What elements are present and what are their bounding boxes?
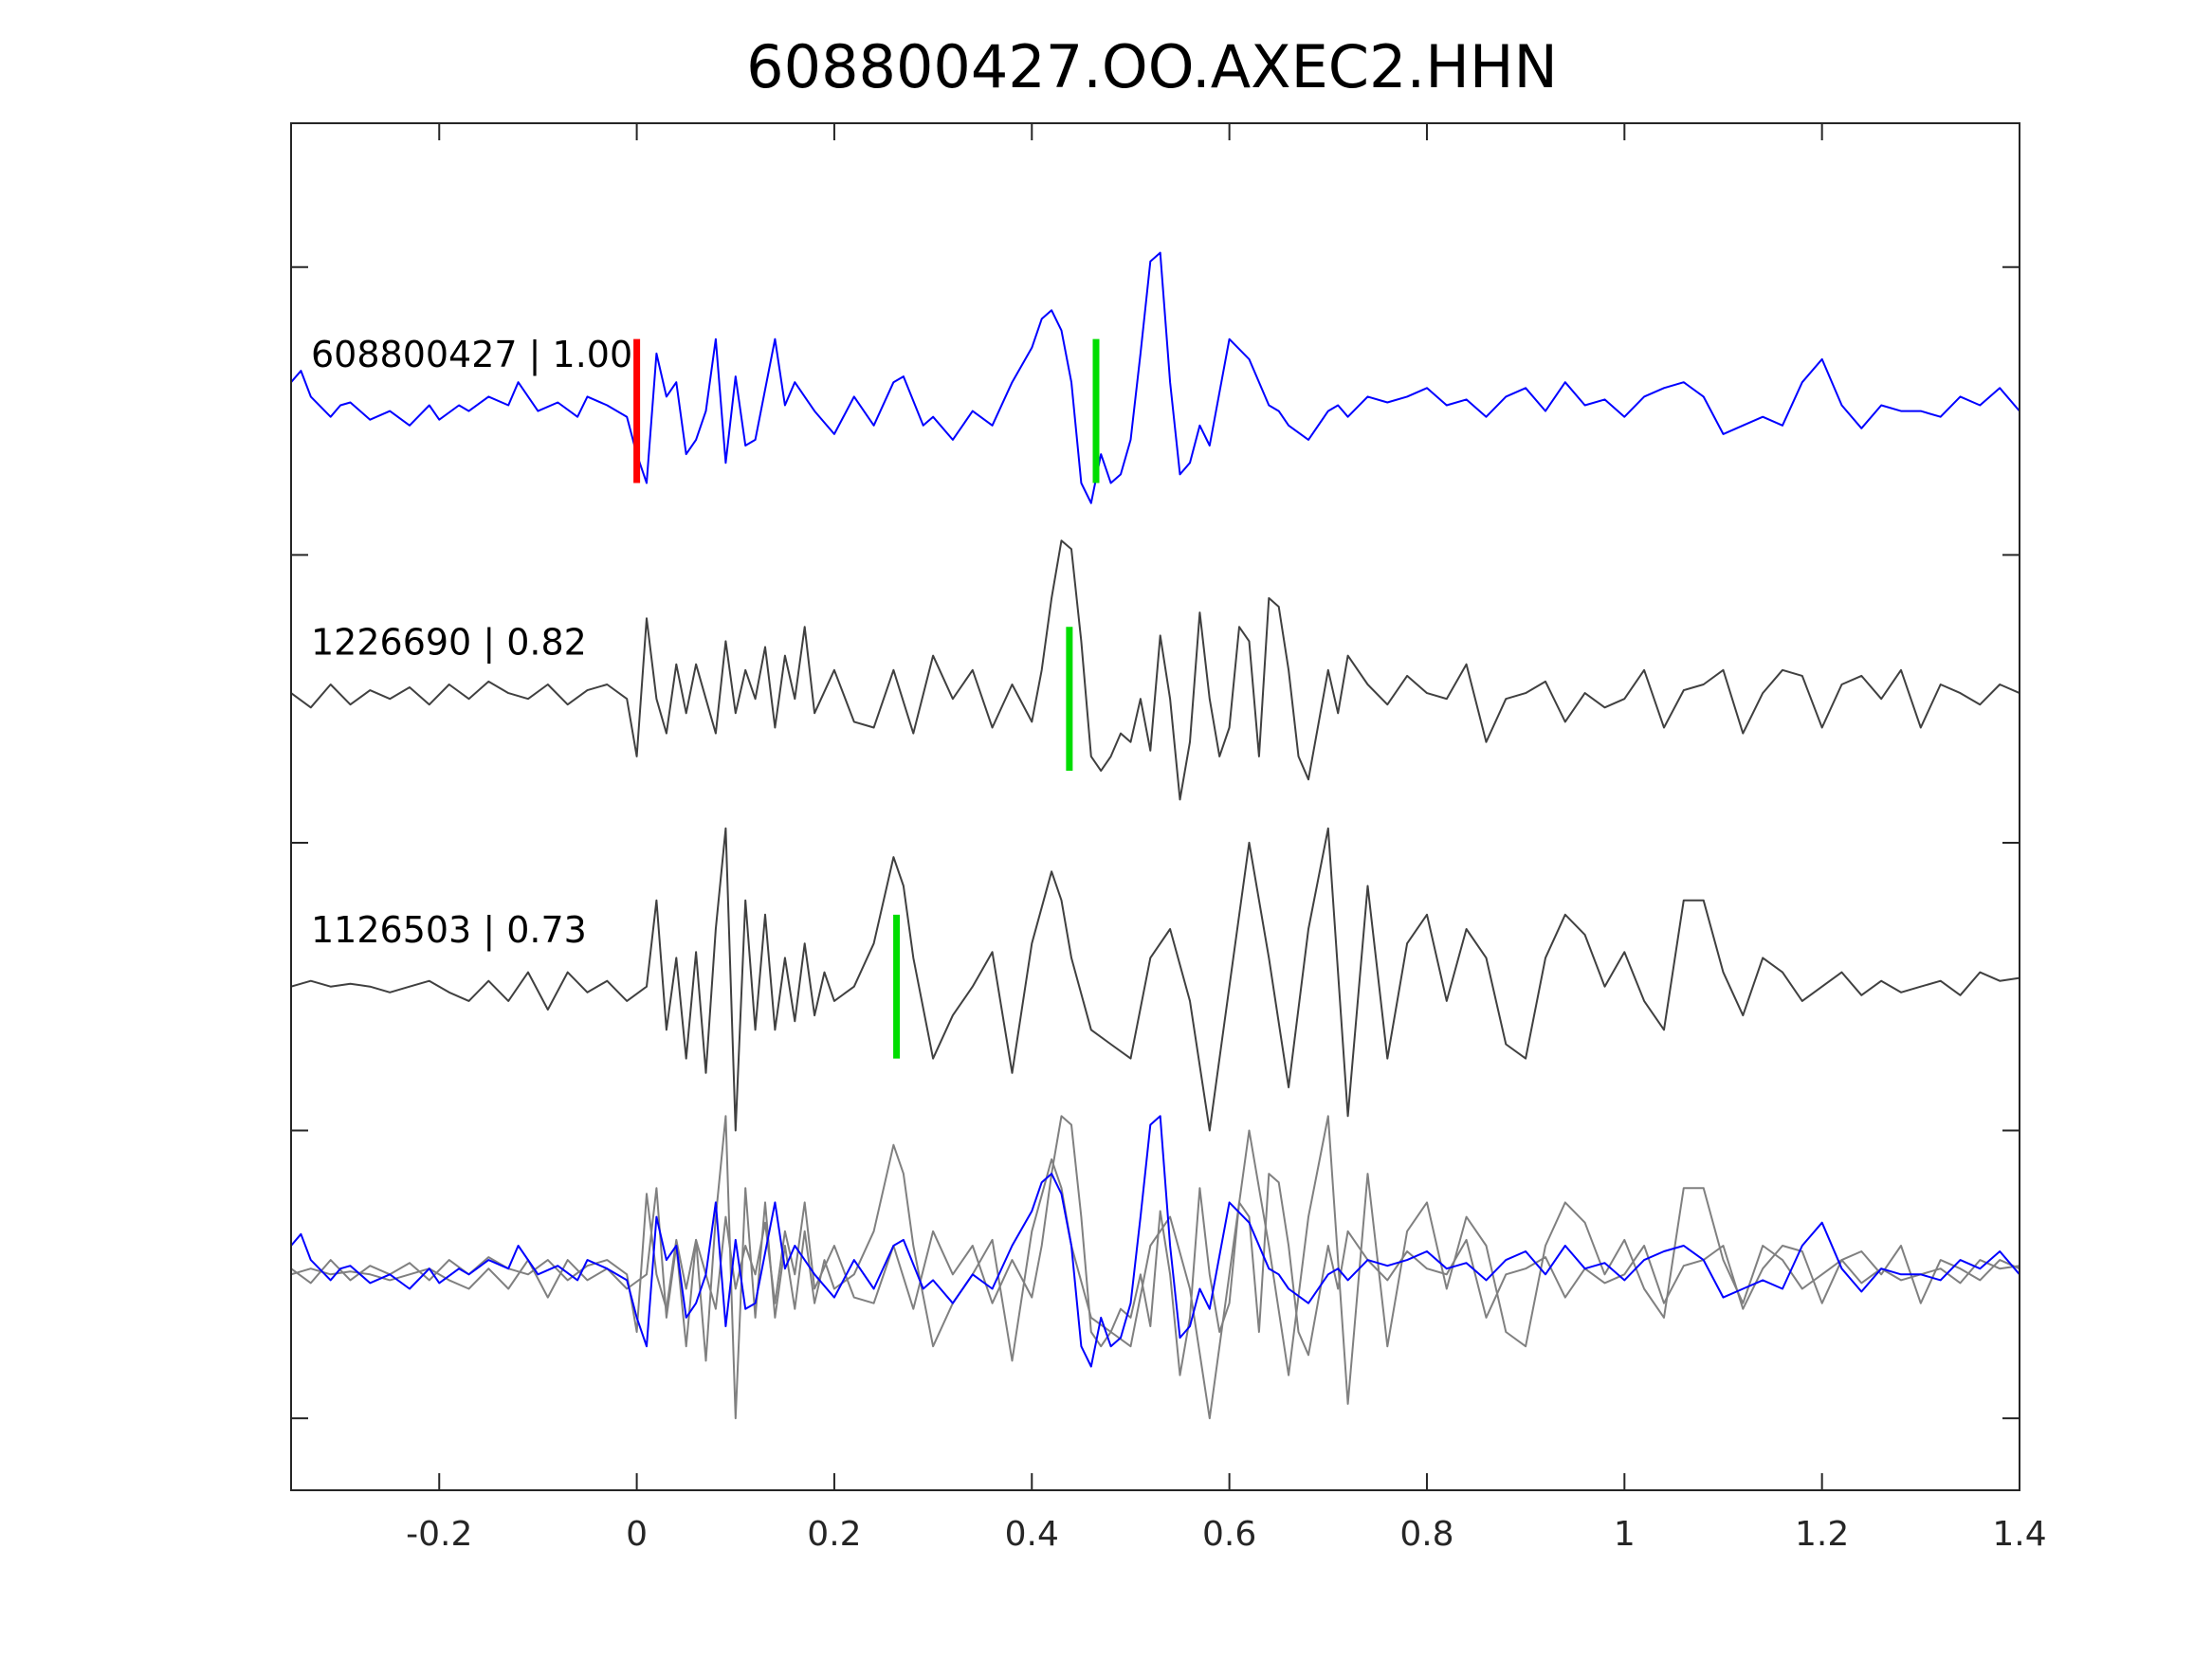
x-tick-label: 0.8 bbox=[1399, 1515, 1453, 1554]
x-tick-label: 1.4 bbox=[1992, 1515, 2046, 1554]
x-axis-ticks: -0.2 0 0.2 0.4 0.6 0.8 1 1.2 1.4 bbox=[406, 123, 2047, 1554]
x-tick-label: 0.2 bbox=[807, 1515, 861, 1554]
overlay-match-line-2 bbox=[290, 1115, 2020, 1420]
x-tick-label: 1 bbox=[1614, 1515, 1636, 1554]
trace-line-1 bbox=[290, 539, 2020, 801]
x-tick-label: 1.2 bbox=[1795, 1515, 1849, 1554]
chart-title: 608800427.OO.AXEC2.HHN bbox=[746, 32, 1558, 101]
overlay-template-line bbox=[290, 1115, 2020, 1368]
axes-box bbox=[290, 122, 2020, 1491]
overlay-match-line-1 bbox=[290, 1115, 2020, 1376]
x-tick-label: 0.4 bbox=[1005, 1515, 1059, 1554]
y-axis-ticks bbox=[291, 265, 2020, 1420]
x-tick-label: 0.6 bbox=[1202, 1515, 1256, 1554]
trace-line-0 bbox=[290, 251, 2020, 504]
trace-line-2 bbox=[290, 827, 2020, 1132]
trace-labels: 608800427 | 1.00 1226690 | 0.82 1126503 | … bbox=[311, 334, 632, 952]
x-tick-label: 0 bbox=[626, 1515, 648, 1554]
trace-label-1: 1226690 | 0.82 bbox=[311, 621, 587, 664]
trace-label-2: 1126503 | 0.73 bbox=[311, 909, 587, 952]
plot-area bbox=[290, 251, 2020, 1420]
trace-label-0: 608800427 | 1.00 bbox=[311, 334, 632, 376]
x-tick-label: -0.2 bbox=[406, 1515, 472, 1554]
